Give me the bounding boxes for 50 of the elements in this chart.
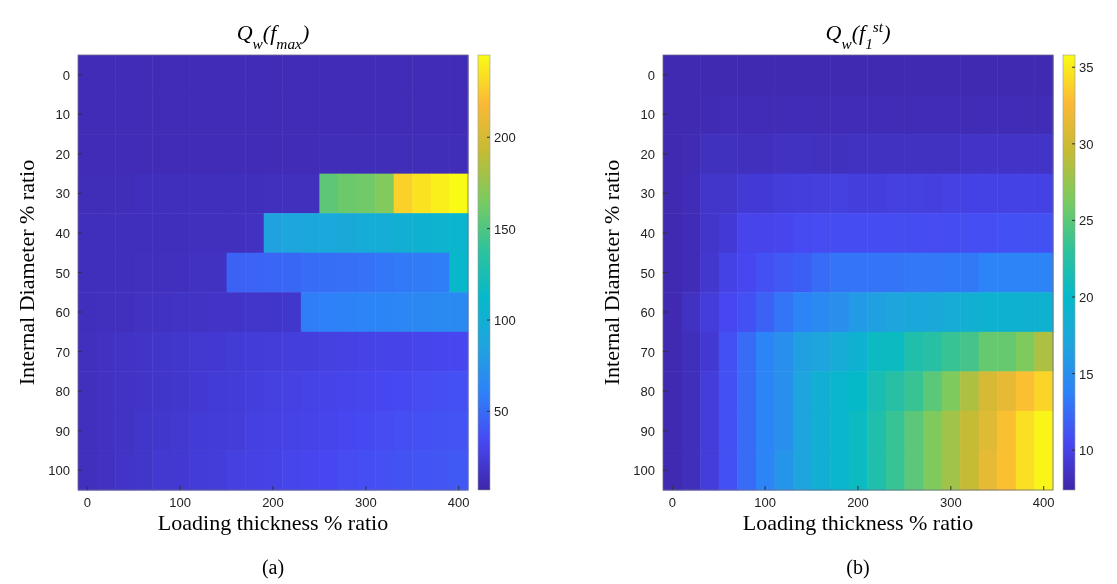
text: (a): [261, 556, 285, 579]
x-tick-label: 300: [940, 495, 962, 510]
y-tick-label: 90: [55, 423, 70, 439]
x-tick-label: 200: [262, 495, 284, 510]
color-bar-label: 20: [1079, 290, 1094, 306]
y-tick-label: 70: [640, 344, 655, 360]
y-tick-label: 30: [55, 186, 70, 202]
x-tick-label: 400: [1032, 495, 1055, 510]
y-tick-label: 60: [640, 305, 655, 321]
y-axis-title: Internal Diameter % ratio: [14, 159, 39, 386]
color-bar-label: 200: [494, 130, 516, 146]
y-tick-label: 40: [55, 225, 70, 241]
color-bar-label: 25: [1079, 213, 1094, 229]
y-tick-label: 80: [55, 384, 70, 400]
y-tick-label: 70: [55, 344, 70, 360]
color-bar-label: 100: [494, 313, 516, 329]
color-bar-label: 15: [1079, 366, 1094, 382]
chart-title: Q$_{w}$(f$_{1}$$^{st}$): [825, 17, 891, 52]
y-tick-label: 10: [640, 107, 655, 123]
y-tick-label: 30: [640, 186, 655, 202]
x-tick-label: 0: [668, 495, 676, 510]
y-tick-label: 10: [55, 107, 70, 123]
y-tick-label: 60: [55, 305, 70, 321]
y-tick-label: 100: [633, 463, 655, 479]
color-bar-label: 10: [1079, 443, 1094, 459]
x-tick-label: 100: [754, 495, 776, 510]
y-tick-label: 20: [55, 146, 70, 162]
y-axis-title: Internal Diameter % ratio: [599, 159, 624, 386]
y-tick-label: 40: [640, 225, 655, 241]
x-axis-title: Loading thickness % ratio: [157, 510, 389, 535]
y-tick-label: 80: [640, 384, 655, 400]
chart-title: Q$_{w}$(f$_{max}$): [236, 20, 310, 52]
x-tick-label: 300: [355, 495, 377, 510]
x-axis-title: Loading thickness % ratio: [742, 510, 974, 535]
y-tick-label: 90: [640, 423, 655, 439]
x-tick-label: 100: [169, 495, 191, 510]
x-tick-label: 400: [447, 495, 470, 510]
y-tick-label: 100: [48, 463, 70, 479]
y-tick-label: 20: [640, 146, 655, 162]
color-bar-label: 35: [1079, 60, 1094, 76]
x-tick-label: 200: [847, 495, 869, 510]
y-tick-label: 50: [640, 265, 655, 281]
text: (b): [846, 556, 870, 579]
y-tick-label: 50: [55, 265, 70, 281]
color-bar-label: 30: [1079, 136, 1094, 152]
x-tick-label: 0: [83, 495, 91, 510]
color-bar-label: 150: [494, 221, 516, 237]
y-tick-label: 0: [62, 67, 70, 83]
y-tick-label: 0: [647, 67, 655, 83]
color-bar-label: 50: [494, 404, 509, 420]
